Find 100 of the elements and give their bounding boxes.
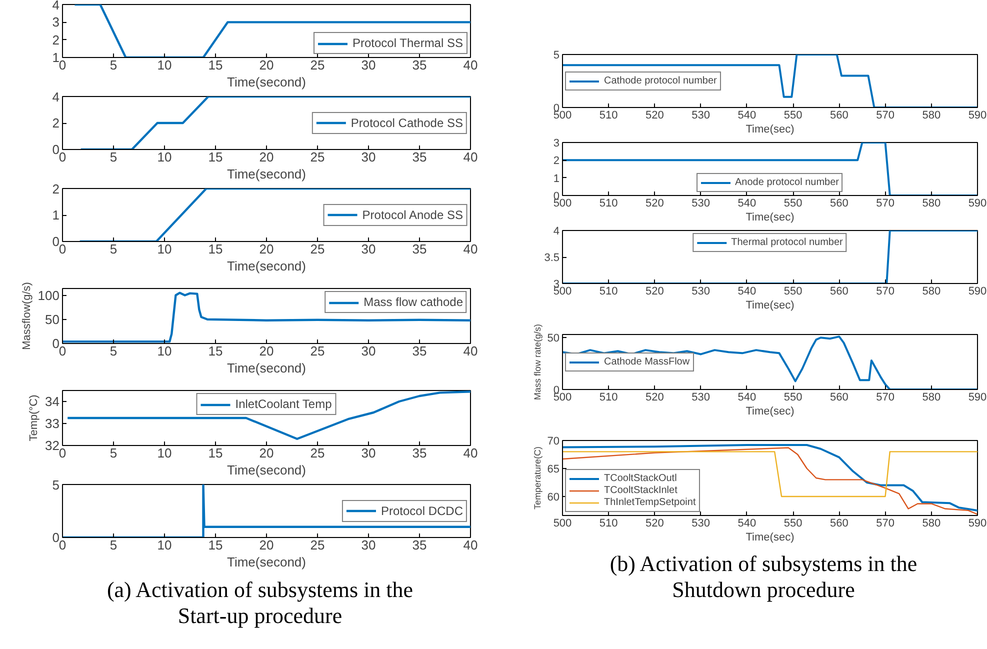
x-tick-label: 530 bbox=[692, 286, 710, 298]
x-tick-label: 510 bbox=[599, 286, 618, 298]
x-tick-label: 580 bbox=[922, 198, 941, 210]
legend-label: Thermal protocol number bbox=[731, 237, 843, 248]
y-axis-title: Massflow(g/s) bbox=[20, 282, 33, 350]
line-series bbox=[62, 292, 470, 343]
x-tick-label: 550 bbox=[784, 286, 802, 298]
legend-label: Anode protocol number bbox=[735, 177, 839, 188]
y-tick-label: 5 bbox=[553, 50, 560, 62]
x-tick-label: 10 bbox=[157, 242, 172, 256]
line-series bbox=[562, 54, 978, 108]
x-tick-label: 540 bbox=[738, 392, 756, 404]
x-axis-title: Time(second) bbox=[227, 554, 306, 570]
x-tick-label: 500 bbox=[553, 110, 572, 122]
y-tick-label: 60 bbox=[547, 491, 560, 504]
y-tick-label: 3 bbox=[52, 14, 60, 30]
x-tick-label: 15 bbox=[208, 344, 223, 358]
x-tick-label: 530 bbox=[692, 392, 710, 404]
y-tick-label: 50 bbox=[45, 312, 60, 327]
x-axis-title: Time(sec) bbox=[746, 124, 794, 136]
x-tick-label: 560 bbox=[830, 110, 848, 122]
x-tick-label: 40 bbox=[463, 150, 478, 164]
x-tick-label: 510 bbox=[599, 198, 618, 210]
x-tick-label: 5 bbox=[110, 242, 118, 256]
x-tick-label: 30 bbox=[361, 446, 376, 460]
x-tick-label: 40 bbox=[463, 242, 478, 256]
x-tick-label: 20 bbox=[259, 538, 274, 552]
x-tick-label: 15 bbox=[208, 242, 223, 256]
x-tick-label: 500 bbox=[553, 518, 572, 530]
y-tick-label: 50 bbox=[547, 332, 560, 345]
y-tick-label: 2 bbox=[52, 116, 60, 130]
y-axis-title: Temperature(C) bbox=[532, 446, 542, 510]
x-tick-label: 25 bbox=[310, 150, 325, 164]
x-tick-label: 10 bbox=[157, 150, 172, 164]
x-tick-label: 5 bbox=[110, 150, 118, 164]
legend-label: ThInletTempSetpoint bbox=[604, 497, 696, 508]
x-tick-label: 30 bbox=[361, 538, 376, 552]
x-tick-label: 590 bbox=[968, 198, 987, 210]
x-tick-label: 540 bbox=[738, 198, 756, 210]
x-tick-label: 580 bbox=[922, 518, 941, 530]
x-tick-label: 25 bbox=[310, 344, 325, 358]
x-tick-label: 15 bbox=[208, 150, 223, 164]
x-tick-label: 570 bbox=[876, 286, 894, 298]
y-tick-label: 4 bbox=[52, 90, 60, 104]
x-tick-label: 25 bbox=[310, 538, 325, 552]
x-tick-label: 20 bbox=[259, 242, 274, 256]
x-tick-label: 10 bbox=[157, 538, 172, 552]
x-tick-label: 560 bbox=[830, 518, 848, 530]
y-tick-label: 34 bbox=[45, 394, 60, 409]
y-axis-title: Temp(°C) bbox=[28, 394, 40, 442]
y-axis-title: Mass flow rate(g/s) bbox=[532, 324, 542, 400]
x-tick-label: 570 bbox=[876, 392, 894, 404]
x-tick-label: 530 bbox=[692, 198, 710, 210]
x-axis-title: Time(second) bbox=[227, 74, 306, 90]
x-tick-label: 10 bbox=[157, 58, 172, 72]
x-tick-label: 590 bbox=[968, 286, 987, 298]
x-tick-label: 570 bbox=[876, 518, 894, 530]
text: (a) Activation of subsystems in the Start-up procedure bbox=[106, 577, 414, 630]
x-tick-label: 530 bbox=[692, 110, 710, 122]
y-tick-label: 2 bbox=[52, 182, 60, 196]
x-tick-label: 25 bbox=[310, 446, 325, 460]
x-tick-label: 5 bbox=[110, 446, 118, 460]
x-axis-title: Time(second) bbox=[227, 462, 306, 478]
x-tick-label: 35 bbox=[412, 58, 427, 72]
x-tick-label: 35 bbox=[412, 446, 427, 460]
x-tick-label: 30 bbox=[361, 242, 376, 256]
x-tick-label: 590 bbox=[968, 110, 987, 122]
x-tick-label: 580 bbox=[922, 392, 941, 404]
y-tick-label: 65 bbox=[547, 463, 560, 476]
x-tick-label: 520 bbox=[646, 518, 664, 530]
x-tick-label: 550 bbox=[784, 110, 802, 122]
legend-label: TCooltStackOutl bbox=[604, 473, 677, 484]
x-tick-label: 20 bbox=[259, 344, 274, 358]
legend-label: Cathode protocol number bbox=[604, 75, 717, 86]
x-tick-label: 500 bbox=[553, 392, 572, 404]
x-tick-label: 5 bbox=[110, 58, 118, 72]
x-tick-label: 20 bbox=[259, 58, 274, 72]
x-tick-label: 35 bbox=[412, 150, 427, 164]
x-tick-label: 560 bbox=[830, 286, 848, 298]
x-axis-title: Time(sec) bbox=[746, 406, 794, 418]
x-tick-label: 25 bbox=[310, 58, 325, 72]
x-tick-label: 580 bbox=[922, 286, 941, 298]
y-tick-label: 1 bbox=[553, 172, 560, 185]
legend-label: Protocol Anode SS bbox=[362, 208, 463, 222]
x-tick-label: 500 bbox=[553, 286, 572, 298]
x-tick-label: 580 bbox=[922, 110, 941, 122]
x-tick-label: 540 bbox=[738, 518, 756, 530]
x-tick-label: 560 bbox=[830, 198, 848, 210]
y-tick-label: 3 bbox=[553, 138, 560, 150]
x-tick-label: 35 bbox=[412, 538, 427, 552]
x-tick-label: 40 bbox=[463, 58, 478, 72]
x-tick-label: 530 bbox=[692, 518, 710, 530]
x-axis-title: Time(sec) bbox=[746, 300, 794, 312]
y-tick-label: 100 bbox=[38, 288, 60, 303]
x-tick-label: 520 bbox=[646, 198, 664, 210]
x-tick-label: 5 bbox=[110, 538, 118, 552]
x-tick-label: 550 bbox=[784, 392, 802, 404]
x-tick-label: 540 bbox=[738, 110, 756, 122]
x-tick-label: 500 bbox=[553, 198, 572, 210]
x-tick-label: 520 bbox=[646, 110, 664, 122]
